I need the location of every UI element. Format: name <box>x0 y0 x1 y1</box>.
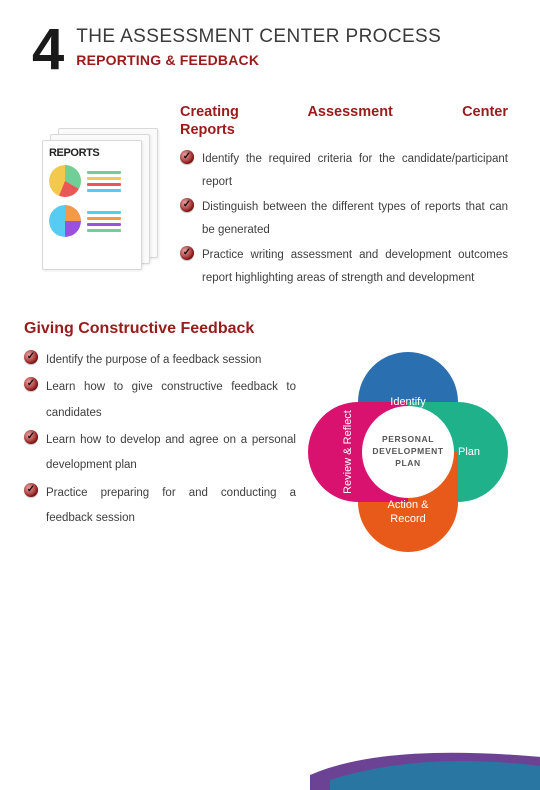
page-header: 4 THE ASSESSMENT CENTER PROCESS REPORTIN… <box>0 0 540 76</box>
check-icon <box>24 483 38 497</box>
mini-lines-2 <box>87 211 121 232</box>
list-item: Identify the required criteria for the c… <box>180 148 508 194</box>
section-number: 4 <box>32 24 62 76</box>
header-text-block: THE ASSESSMENT CENTER PROCESS REPORTING … <box>76 24 508 68</box>
cycle-label-bottom: Action & Record <box>373 498 443 527</box>
bullet-text: Identify the purpose of a feedback sessi… <box>46 348 296 373</box>
section1-heading-line1: Creating Assessment Center <box>180 104 508 120</box>
pie-icon-2 <box>49 205 81 237</box>
section-feedback: Giving Constructive Feedback Identify th… <box>0 292 540 552</box>
sub-title: REPORTING & FEEDBACK <box>76 52 508 68</box>
section1-heading-line2: Reports <box>180 122 508 138</box>
h-word-2: Assessment <box>307 104 392 120</box>
main-title: THE ASSESSMENT CENTER PROCESS <box>76 26 508 48</box>
cycle-center-line2: DEVELOPMENT <box>372 446 443 458</box>
bullet-text: Learn how to develop and agree on a pers… <box>46 428 296 479</box>
cycle-center-line1: PERSONAL <box>382 434 434 446</box>
check-icon <box>180 198 194 212</box>
list-item: Practice writing assessment and developm… <box>180 244 508 290</box>
check-icon <box>180 150 194 164</box>
reports-illustration: REPORTS <box>32 128 162 278</box>
h-word-3: Center <box>462 104 508 120</box>
list-item: Learn how to develop and agree on a pers… <box>24 428 296 479</box>
section-creating-reports: REPORTS <box>0 76 540 292</box>
section1-bullets: Identify the required criteria for the c… <box>180 148 508 290</box>
check-icon <box>24 350 38 364</box>
list-item: Practice preparing for and conducting a … <box>24 481 296 532</box>
paper-front: REPORTS <box>42 140 142 270</box>
check-icon <box>180 246 194 260</box>
reports-label: REPORTS <box>49 147 135 159</box>
mini-chart-1 <box>49 165 135 197</box>
list-item: Identify the purpose of a feedback sessi… <box>24 348 296 373</box>
bullet-text: Practice writing assessment and developm… <box>202 244 508 290</box>
pie-icon-1 <box>49 165 81 197</box>
bullet-text: Learn how to give constructive feedback … <box>46 375 296 426</box>
cycle-center-line3: PLAN <box>395 458 421 470</box>
mini-lines-1 <box>87 171 121 192</box>
bullet-text: Practice preparing for and conducting a … <box>46 481 296 532</box>
pdp-cycle-diagram: Identify Plan Action & Record Review & R… <box>308 352 508 552</box>
h-word-1: Creating <box>180 104 239 120</box>
cycle-label-right: Plan <box>458 446 480 458</box>
section2-bullets: Identify the purpose of a feedback sessi… <box>24 348 296 552</box>
check-icon <box>24 430 38 444</box>
cycle-label-left: Review & Reflect <box>342 410 354 494</box>
check-icon <box>24 377 38 391</box>
cycle-center: PERSONAL DEVELOPMENT PLAN <box>362 406 454 498</box>
section1-content: Creating Assessment Center Reports Ident… <box>180 104 508 292</box>
list-item: Learn how to give constructive feedback … <box>24 375 296 426</box>
section2-heading: Giving Constructive Feedback <box>24 320 508 338</box>
list-item: Distinguish between the different types … <box>180 196 508 242</box>
mini-chart-2 <box>49 205 135 237</box>
bullet-text: Distinguish between the different types … <box>202 196 508 242</box>
bullet-text: Identify the required criteria for the c… <box>202 148 508 194</box>
